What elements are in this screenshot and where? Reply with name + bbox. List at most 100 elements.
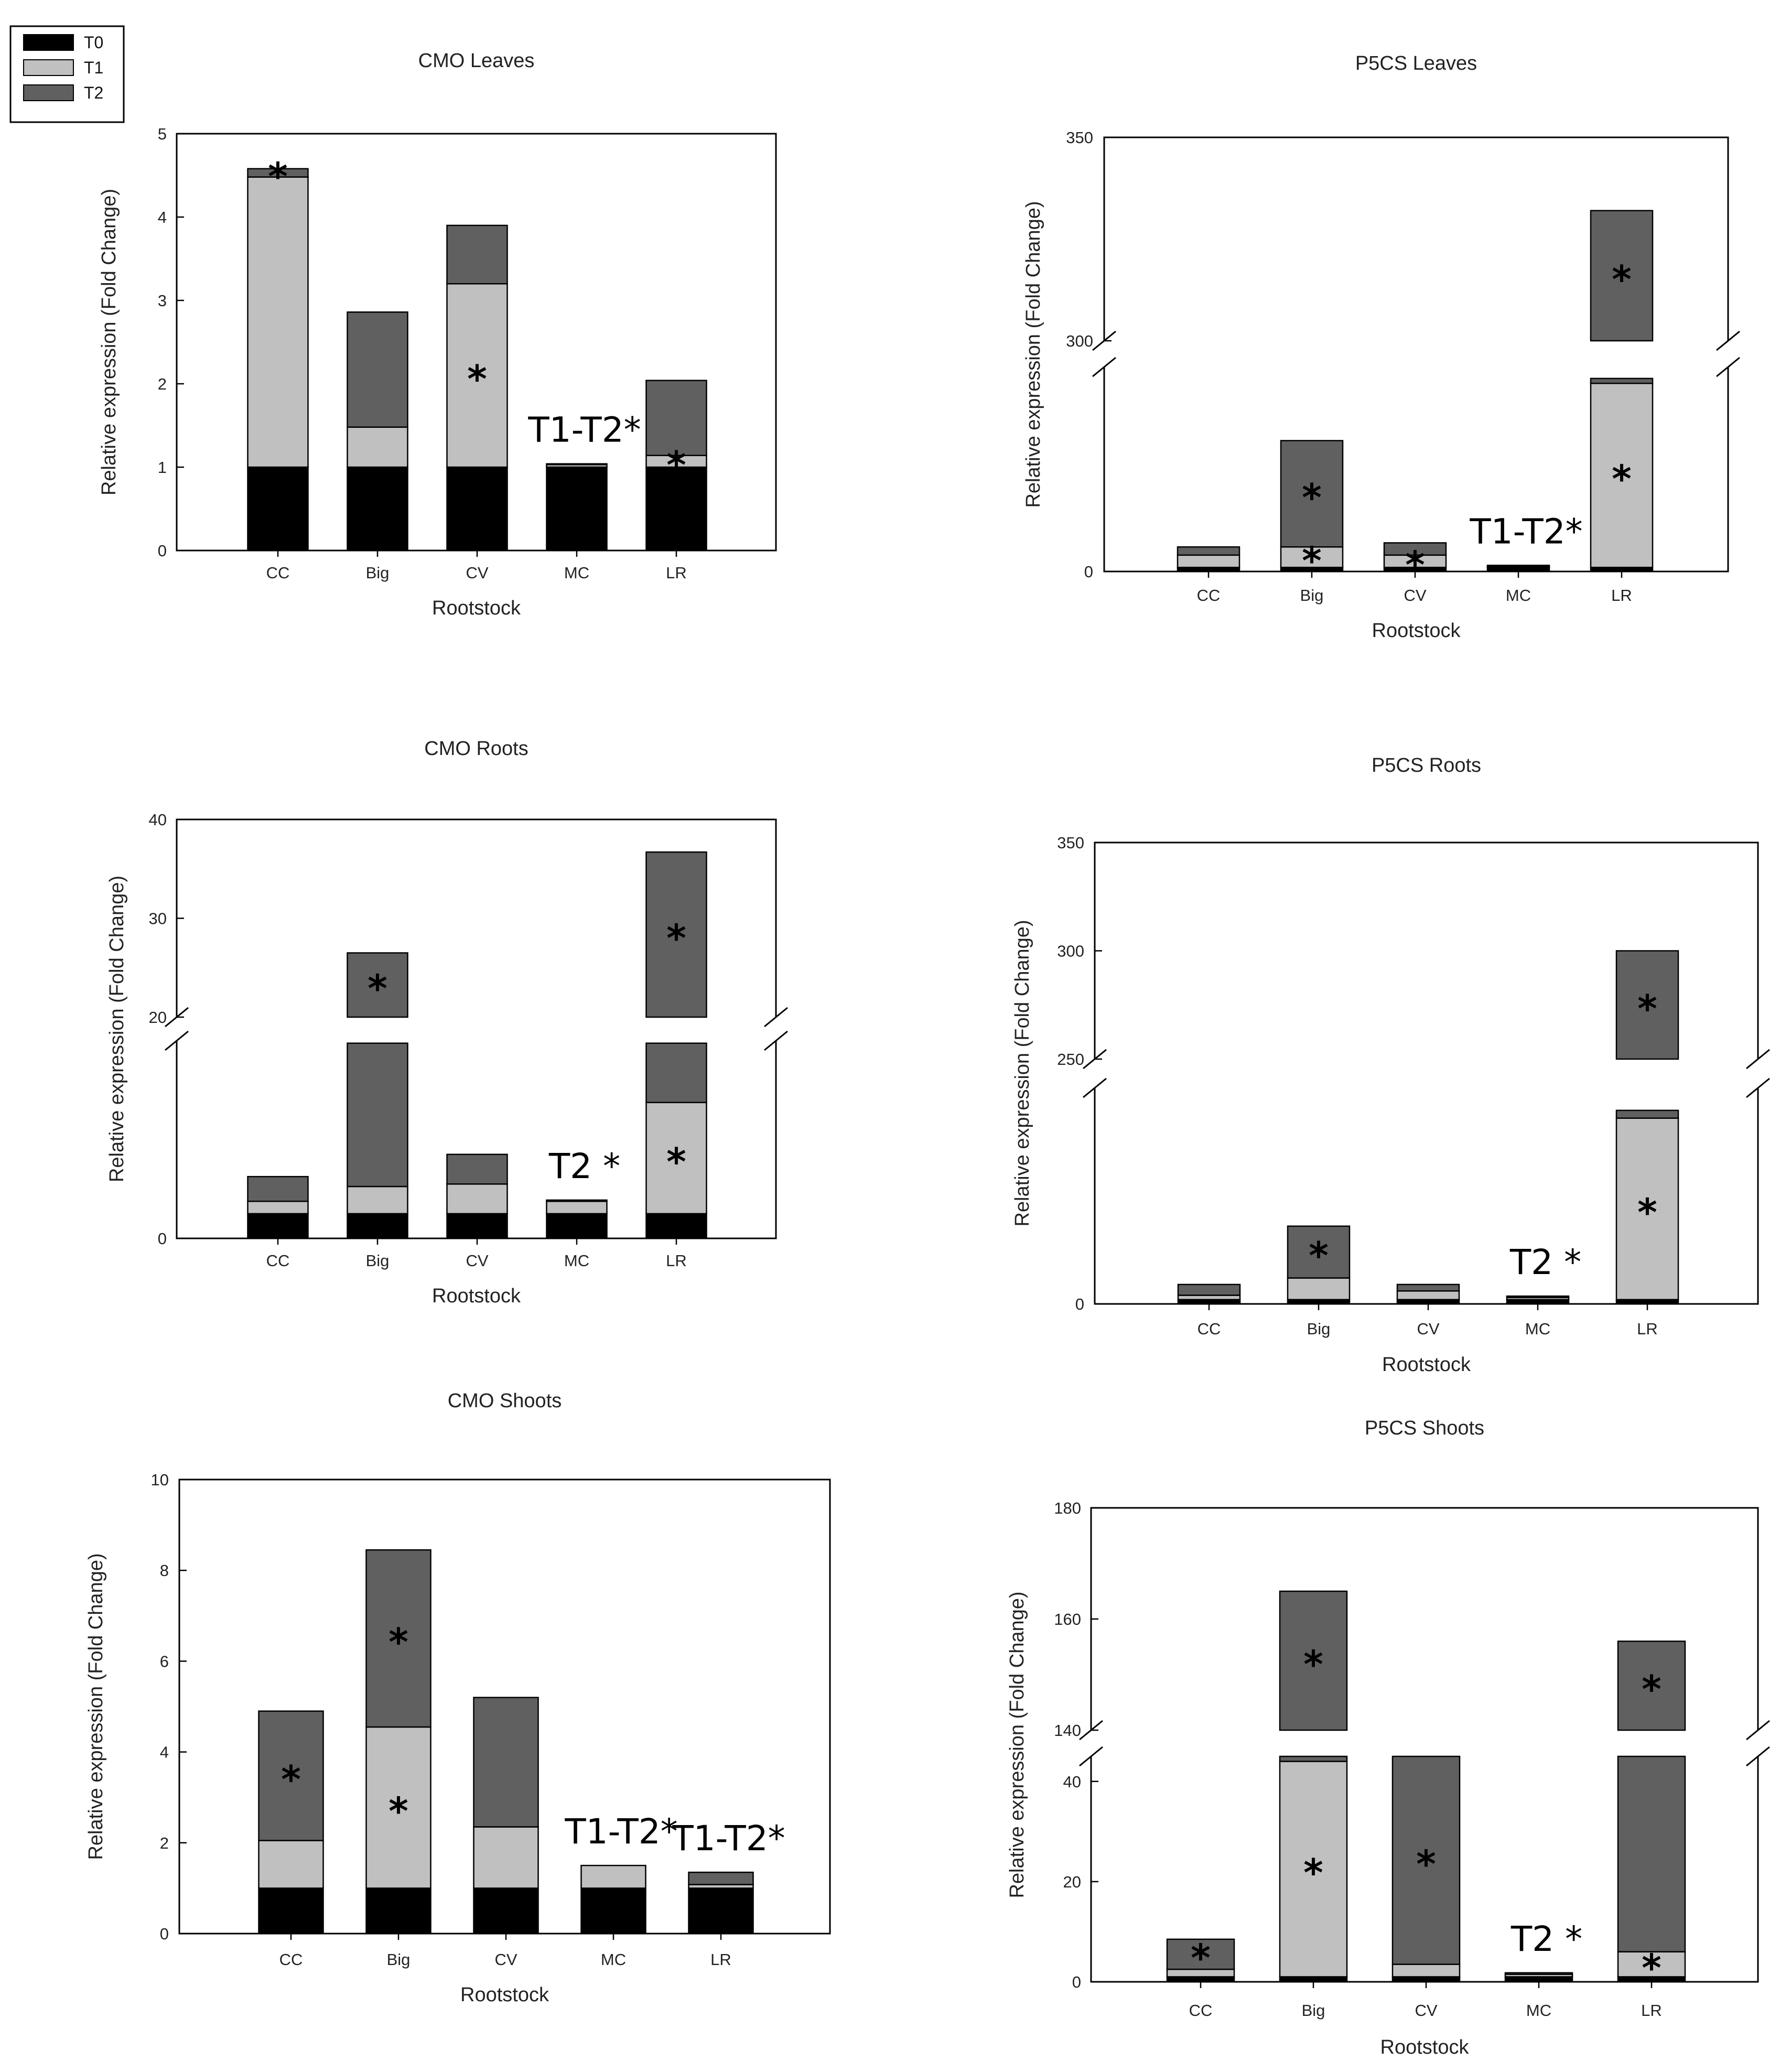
bar-t1-lr — [645, 1102, 707, 1215]
y-axis-label: Relative expression (Fold Change) — [106, 876, 128, 1182]
bar-t2-lr-upper — [645, 851, 707, 1018]
bar-t2-cc — [247, 168, 309, 178]
x-tick-label: MC — [564, 564, 589, 582]
significance-star: * — [1637, 987, 1657, 1031]
x-tick-label: CC — [1197, 586, 1221, 605]
y-axis-label: Relative expression (Fold Change) — [1011, 920, 1033, 1226]
significance-star: * — [389, 1789, 408, 1833]
bar-t2-lr — [1617, 1755, 1686, 1952]
bar-t1-big — [365, 1726, 431, 1889]
chart-title: P5CS Shoots — [1365, 1417, 1484, 1439]
x-tick-label: LR — [710, 1950, 731, 1969]
x-axis-label: Rootstock — [432, 1285, 521, 1307]
y-tick-label: 2 — [160, 1834, 169, 1852]
bar-t0-mc — [580, 1887, 646, 1935]
x-tick-label: Big — [1300, 586, 1324, 605]
x-tick-label: CV — [1404, 586, 1426, 605]
bar-t1-cv — [1396, 1290, 1460, 1301]
axis-break-mark-right — [1746, 1746, 1770, 1767]
axis-break-mark-right — [1716, 357, 1740, 377]
significance-annotation: T1-T2* — [564, 1811, 677, 1852]
bar-t0-mc — [546, 466, 608, 552]
legend-swatch-t0 — [23, 34, 74, 51]
y-tick-label: 250 — [1057, 1050, 1084, 1069]
y-tick-label: 350 — [1057, 834, 1084, 852]
significance-annotation: T2 * — [1509, 1242, 1581, 1282]
x-tick-label: MC — [564, 1251, 589, 1270]
x-axis-label: Rootstock — [460, 1984, 549, 2006]
x-tick-label: CV — [1415, 2001, 1437, 2020]
y-tick-label: 10 — [151, 1471, 169, 1489]
x-tick-label: CC — [1189, 2001, 1213, 2020]
bar-t1-cc — [247, 1201, 309, 1215]
bar-t0-cv — [1391, 1976, 1461, 1983]
bar-t2-big — [1287, 1225, 1351, 1279]
x-tick-label: CV — [494, 1950, 517, 1969]
legend: T0 T1 T2 — [9, 25, 125, 123]
bar-t2-mc — [1486, 565, 1550, 567]
x-tick-label: Big — [387, 1950, 411, 1969]
bar-t1-lr — [1615, 1117, 1679, 1301]
significance-star: * — [666, 1140, 686, 1184]
bar-t2-cc — [1177, 546, 1240, 556]
y-tick-label: 3 — [158, 292, 167, 310]
significance-annotation: T1-T2* — [1469, 511, 1582, 552]
x-tick-label: Big — [366, 564, 390, 582]
bar-t1-cv — [446, 1183, 508, 1215]
bar-t2-big — [1279, 1755, 1348, 1762]
x-tick-label: MC — [601, 1950, 626, 1969]
axis-break-mark-right — [1746, 1049, 1770, 1070]
bar-t0-mc — [1504, 1976, 1573, 1983]
y-tick-label: 0 — [160, 1925, 169, 1943]
bar-t1-cc — [247, 176, 309, 468]
x-axis-label: Rootstock — [1382, 1354, 1471, 1376]
bar-t2-cc — [1166, 1938, 1235, 1970]
y-tick-label: 8 — [160, 1561, 169, 1580]
significance-star: * — [1303, 1643, 1323, 1687]
significance-annotation: T2 * — [1511, 1919, 1582, 1959]
y-tick-label: 5 — [158, 125, 167, 143]
bar-t0-cc — [247, 466, 309, 552]
bar-t1-cv — [446, 283, 508, 468]
y-tick-label: 1 — [158, 458, 167, 477]
significance-star: * — [1637, 1191, 1657, 1235]
axis-break-mark-left — [1083, 1077, 1107, 1098]
significance-star: * — [666, 916, 686, 961]
axis-break-mark-right — [1746, 1077, 1770, 1098]
chart-title: CMO Roots — [424, 738, 528, 760]
x-tick-label: MC — [1506, 586, 1531, 605]
bar-t0-lr — [645, 1213, 707, 1239]
bar-t2-mc — [1504, 1972, 1573, 1975]
chart-title: P5CS Leaves — [1355, 52, 1477, 74]
y-tick-label: 0 — [1072, 1973, 1081, 1991]
significance-star: * — [1303, 1851, 1323, 1895]
significance-star: * — [1642, 1946, 1661, 1990]
significance-star: * — [389, 1620, 408, 1664]
x-tick-label: CC — [1197, 1320, 1221, 1338]
y-tick-label: 20 — [149, 1008, 167, 1027]
bar-t0-cv — [446, 1213, 508, 1239]
y-tick-label: 4 — [160, 1743, 169, 1762]
chart-p5cs-leaves: P5CS Leaves 0 300 350 Relative expression (F… — [1022, 52, 1740, 642]
y-axis-label: Relative expression (Fold Change) — [1006, 1591, 1028, 1898]
significance-star: * — [1612, 257, 1632, 301]
x-tick-label: CC — [266, 1251, 290, 1270]
bar-t2-lr — [645, 380, 707, 456]
x-tick-label: CC — [266, 564, 290, 582]
axis-break-mark-right — [764, 1007, 788, 1028]
significance-star: * — [467, 357, 487, 401]
bar-t2-cv — [1396, 1283, 1460, 1292]
x-tick-label: MC — [1525, 1320, 1550, 1338]
chart-p5cs-shoots: P5CS Shoots 0 20 40 140 160 180 Relative expres… — [1006, 1417, 1770, 2058]
significance-star: * — [1302, 539, 1322, 583]
chart-p5cs-roots: P5CS Roots 0 250 300 350 Relative expression … — [1011, 754, 1770, 1376]
legend-swatch-t1 — [23, 59, 74, 76]
x-tick-label: Big — [1307, 1320, 1331, 1338]
axis-break-mark-left — [1079, 1746, 1103, 1767]
y-tick-label: 20 — [1063, 1873, 1081, 1891]
y-axis-label: Relative expression (Fold Change) — [98, 189, 120, 495]
y-tick-label: 300 — [1057, 942, 1084, 961]
bar-t2-cv — [446, 1153, 508, 1185]
axis-break-mark-right — [1746, 1720, 1770, 1741]
x-tick-label: LR — [666, 1251, 687, 1270]
